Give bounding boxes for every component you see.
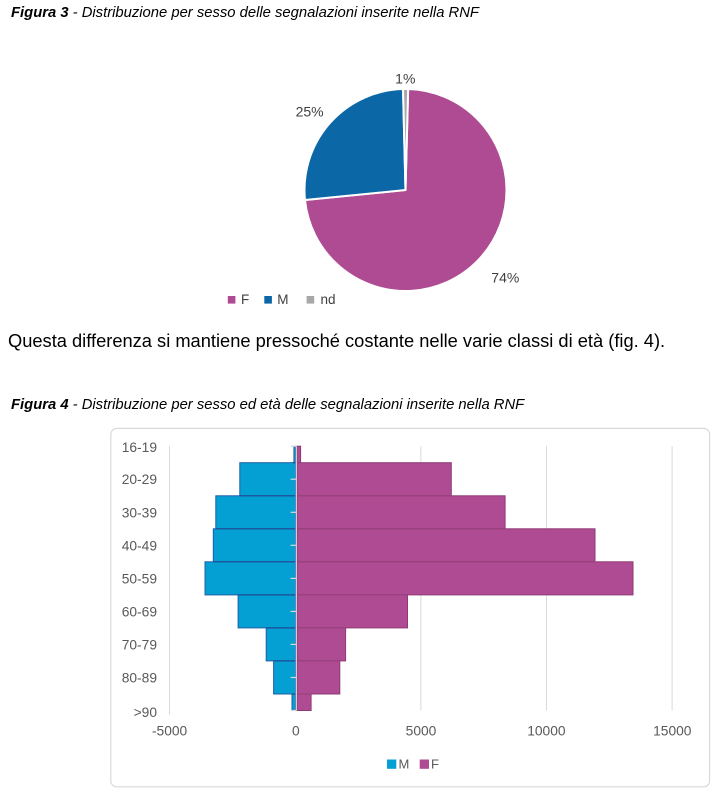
svg-text:74%: 74%	[491, 270, 519, 286]
svg-text:80-89: 80-89	[122, 671, 158, 686]
svg-text:nd: nd	[321, 292, 336, 307]
svg-text:M: M	[277, 292, 288, 307]
svg-text:M: M	[399, 757, 410, 772]
svg-text:25%: 25%	[296, 104, 324, 120]
svg-text:F: F	[431, 757, 439, 772]
svg-text:0: 0	[292, 724, 300, 739]
svg-text:5000: 5000	[406, 724, 437, 739]
svg-text:>90: >90	[134, 705, 158, 720]
svg-text:-5000: -5000	[152, 724, 188, 739]
svg-text:F: F	[241, 292, 249, 307]
svg-text:10000: 10000	[527, 724, 566, 739]
svg-text:30-39: 30-39	[122, 505, 158, 520]
svg-text:20-29: 20-29	[122, 472, 158, 487]
svg-text:15000: 15000	[653, 724, 692, 739]
svg-text:40-49: 40-49	[122, 538, 158, 553]
svg-text:50-59: 50-59	[122, 571, 158, 586]
svg-text:60-69: 60-69	[122, 604, 158, 619]
svg-text:70-79: 70-79	[122, 637, 158, 652]
svg-text:1%: 1%	[395, 71, 415, 87]
svg-text:16-19: 16-19	[122, 440, 158, 455]
